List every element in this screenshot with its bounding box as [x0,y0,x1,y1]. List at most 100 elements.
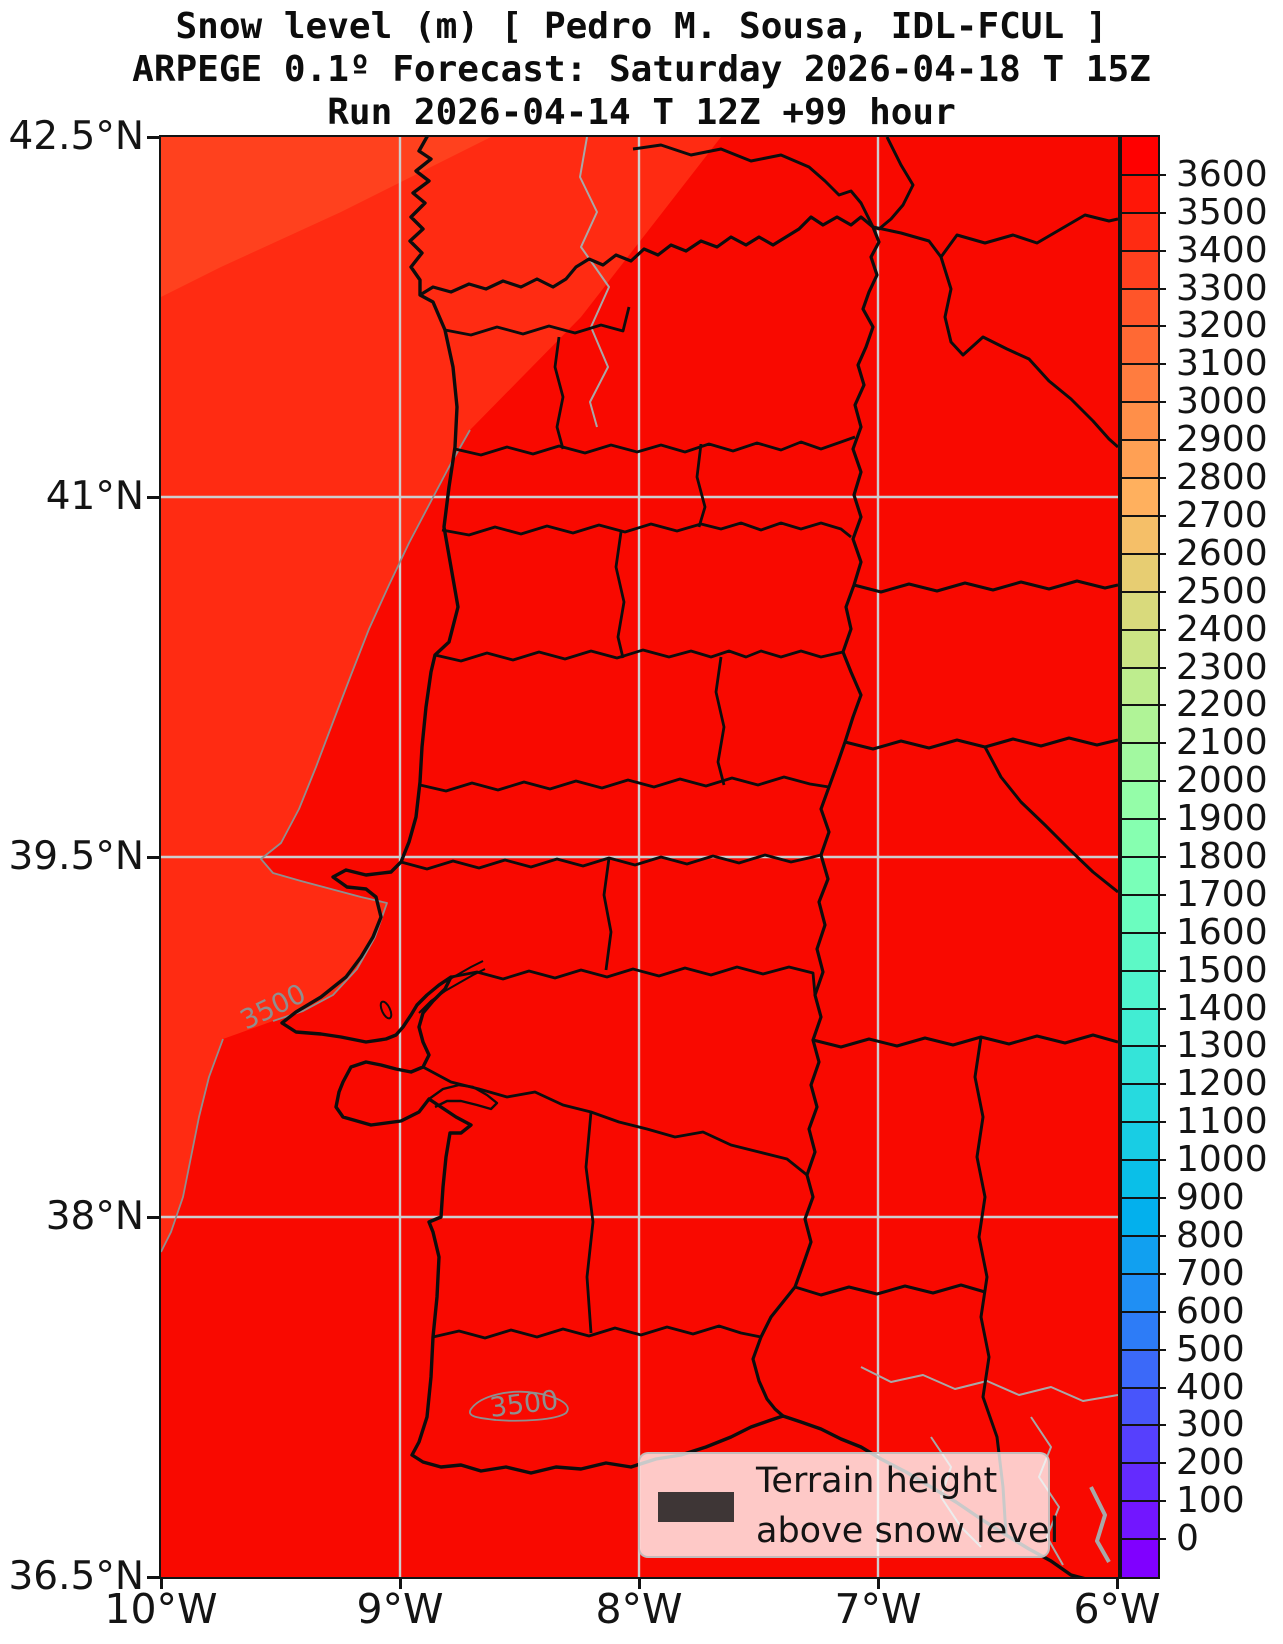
colorbar-tick [1122,1386,1166,1389]
colorbar-tick [1122,514,1166,517]
snowlevel-band-3400-3500 [161,137,721,1252]
colorbar-tick [1122,1234,1166,1237]
figure-title-line3: Run 2026-04-14 T 12Z +99 hour [327,92,956,133]
spain-province-borders [632,137,1118,1536]
colorbar-tick [1122,628,1166,631]
colorbar-tick [1122,477,1166,480]
colorbar-segment [1122,288,1158,327]
colorbar-tick [1122,1121,1166,1124]
x-axis-label: 6°W [1073,1585,1161,1633]
colorbar-tick-label: 1900 [1176,798,1268,840]
colorbar-segment [1122,1501,1158,1539]
colorbar-segment [1122,1122,1158,1161]
colorbar-tick-label: 600 [1176,1290,1245,1332]
colorbar-tick [1122,704,1166,707]
colorbar-segment [1122,1538,1158,1577]
colorbar-tick-label: 700 [1176,1252,1245,1294]
colorbar-tick [1122,363,1166,366]
colorbar-segment [1122,137,1158,175]
y-axis-tick [147,135,159,139]
colorbar-tick-label: 3200 [1176,305,1268,347]
colorbar [1120,135,1160,1579]
graticule-gridlines [161,137,1118,1577]
colorbar-segment [1122,705,1158,744]
colorbar-segment [1122,1311,1158,1350]
colorbar-tick-label: 2800 [1176,457,1268,499]
colorbar-tick [1122,1159,1166,1162]
colorbar-tick [1122,780,1166,783]
colorbar-tick-label: 1400 [1176,987,1268,1029]
colorbar-tick-label: 2600 [1176,532,1268,574]
colorbar-segment [1122,1160,1158,1198]
colorbar-segment [1122,1235,1158,1274]
colorbar-tick [1122,818,1166,821]
colorbar-tick-label: 2700 [1176,494,1268,536]
sado-lagoon-line [428,1083,499,1111]
colorbar-tick [1122,1310,1166,1313]
colorbar-tick-label: 1000 [1176,1139,1268,1181]
colorbar-tick-label: 2000 [1176,760,1268,802]
colorbar-tick-label: 400 [1176,1366,1245,1408]
x-axis-tick [398,1577,402,1589]
colorbar-tick [1122,1272,1166,1275]
map-plot-area: 3500 3500 [159,135,1120,1579]
colorbar-tick-label: 3500 [1176,191,1268,233]
colorbar-tick-label: 3300 [1176,267,1268,309]
colorbar-segment [1122,819,1158,857]
colorbar-tick [1122,856,1166,858]
snowlevel-band-3300-3400 [161,137,491,297]
x-axis-tick [876,1577,880,1589]
x-axis-tick [159,1577,163,1589]
colorbar-tick [1122,1045,1166,1048]
colorbar-segment [1122,1349,1158,1388]
colorbar-segment [1122,402,1158,441]
figure-title-line2: ARPEGE 0.1º Forecast: Saturday 2026-04-1… [132,49,1151,90]
tejo-estuary-lines [379,960,486,1020]
portugal-spain-border [419,215,881,1418]
colorbar-tick [1122,931,1166,934]
colorbar-segment [1122,591,1158,630]
colorbar-tick [1122,969,1166,972]
colorbar-tick [1122,1424,1166,1427]
colorbar-tick-label: 1300 [1176,1025,1268,1067]
colorbar-tick [1122,249,1166,252]
x-axis-label: 8°W [595,1585,683,1633]
legend-label-line1: Terrain height [756,1461,998,1501]
colorbar-segment [1122,781,1158,820]
colorbar-segment [1122,478,1158,516]
colorbar-segment [1122,1197,1158,1236]
colorbar-tick-label: 1600 [1176,911,1268,953]
colorbar-tick [1122,590,1166,593]
coastline-path [280,137,1086,1577]
colorbar-segment [1122,1425,1158,1464]
colorbar-tick-label: 200 [1176,1442,1245,1484]
colorbar-tick-label: 2200 [1176,684,1268,726]
colorbar-tick-label: 500 [1176,1328,1245,1370]
colorbar-segment [1122,970,1158,1009]
colorbar-tick [1122,1348,1166,1351]
colorbar-segment [1122,1463,1158,1502]
colorbar-segment [1122,1084,1158,1123]
colorbar-tick-label: 800 [1176,1214,1245,1256]
colorbar-tick [1122,666,1166,669]
colorbar-tick-label: 1100 [1176,1101,1268,1143]
colorbar-tick [1122,1500,1166,1503]
colorbar-segment [1122,856,1158,895]
colorbar-tick-label: 2500 [1176,570,1268,612]
legend-swatch [658,1492,734,1522]
colorbar-tick-label: 100 [1176,1480,1245,1522]
colorbar-tick-label: 1500 [1176,949,1268,991]
colorbar-segment [1122,667,1158,706]
colorbar-tick-label: 3600 [1176,153,1268,195]
legend: Terrain height above snow level [638,1452,1059,1558]
portugal-district-borders [400,306,856,1340]
colorbar-tick [1122,1538,1166,1541]
x-axis-tick [1115,1577,1119,1589]
y-axis-label: 39.5°N [8,834,144,879]
y-axis-tick [147,855,159,859]
colorbar-tick-label: 1200 [1176,1063,1268,1105]
colorbar-tick [1122,287,1166,290]
colorbar-tick [1122,173,1166,176]
colorbar-segment [1122,1273,1158,1312]
